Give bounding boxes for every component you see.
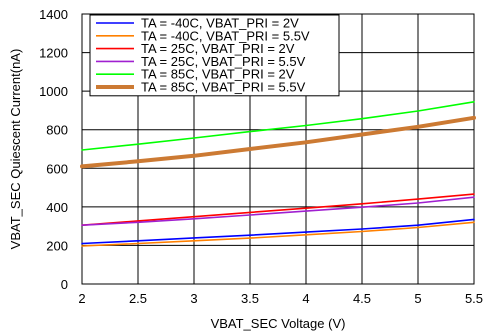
series-line (80, 115, 476, 169)
x-tick-label: 4 (302, 291, 309, 306)
series-line (81, 193, 475, 226)
legend-label: TA = 85C, VBAT_PRI = 2V (141, 67, 295, 82)
x-tick-label: 5.5 (465, 291, 483, 306)
y-tick-label: 1200 (39, 46, 68, 61)
y-tick-label: 0 (61, 277, 68, 292)
plot-area-frame (81, 13, 475, 285)
x-tick-label: 2.5 (129, 291, 147, 306)
y-tick-label: 1000 (39, 84, 68, 99)
y-tick-label: 1400 (39, 7, 68, 22)
legend-label: TA = -40C, VBAT_PRI = 5.5V (141, 28, 310, 43)
series-lines (80, 101, 476, 247)
y-tick-label: 600 (46, 161, 68, 176)
y-tick-label: 200 (46, 238, 68, 253)
y-tick-label: 400 (46, 200, 68, 215)
x-tick-label: 4.5 (353, 291, 371, 306)
y-axis-title: VBAT_SEC Quiescent Current(nA) (8, 49, 23, 250)
x-axis-title: VBAT_SEC Voltage (V) (211, 316, 346, 331)
x-tick-label: 3 (190, 291, 197, 306)
series-line (81, 101, 475, 151)
series-line (81, 221, 475, 247)
y-tick-label: 800 (46, 123, 68, 138)
legend-label: TA = 85C, VBAT_PRI = 5.5V (141, 80, 306, 95)
series-line (81, 196, 475, 226)
tick-labels: 2 2.5 3 3.5 4 4.5 5 5.5 0 200 400 600 800 1000 1200 140… (39, 7, 483, 306)
x-tick-label: 5 (414, 291, 421, 306)
legend-box (89, 14, 340, 97)
legend-label: TA = -40C, VBAT_PRI = 2V (141, 16, 299, 31)
legend-label: TA = 25C, VBAT_PRI = 5.5V (141, 54, 306, 69)
x-tick-label: 3.5 (241, 291, 259, 306)
legend-label: TA = 25C, VBAT_PRI = 2V (141, 41, 295, 56)
x-tick-label: 2 (78, 291, 85, 306)
series-line (81, 218, 475, 245)
